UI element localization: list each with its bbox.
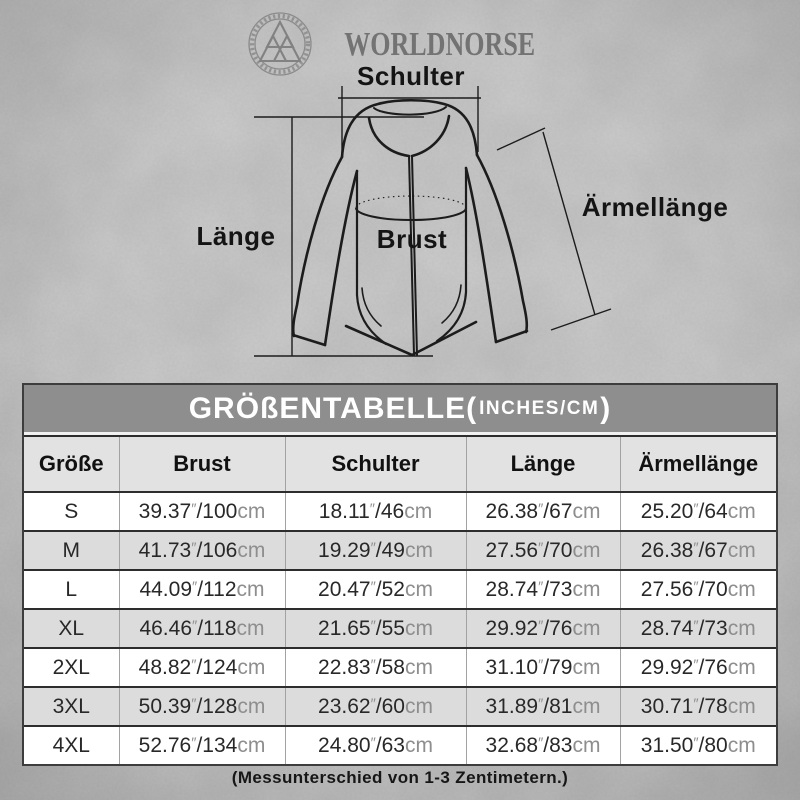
table-row: XL 46.46″/118cm 21.65″/55cm 29.92″/76cm … <box>24 609 776 648</box>
shoulder-label: Schulter <box>356 61 466 91</box>
hoodie-outline <box>291 98 529 357</box>
measure-cell: 29.92″/76cm <box>465 609 620 648</box>
title-units: INCHES/CM <box>479 397 600 419</box>
size-chart-title: GRÖßENTABELLE(INCHES/CM) <box>24 385 776 435</box>
column-header-chest: Brust <box>118 436 285 492</box>
measure-cell: 31.89″/81cm <box>465 687 620 726</box>
tolerance-note: (Messunterschied von 1-3 Zentimetern.) <box>231 768 569 787</box>
size-cell: M <box>62 538 81 562</box>
measure-cell: 32.68″/83cm <box>465 726 620 764</box>
measure-cell: 24.80″/63cm <box>284 726 466 764</box>
column-header-sleeve: Ärmellänge <box>619 436 776 492</box>
size-cell: 2XL <box>52 655 90 679</box>
table-row: 3XL 50.39″/128cm 23.62″/60cm 31.89″/81cm… <box>24 687 776 726</box>
measure-cell: 52.76″/134cm <box>118 726 285 764</box>
size-cell: L <box>65 577 78 601</box>
brand-name: WORLDNORSE <box>344 24 535 63</box>
measure-cell: 26.38″/67cm <box>465 492 620 531</box>
measure-cell: 41.73″/106cm <box>118 531 285 570</box>
measure-cell: 30.71″/78cm <box>619 687 776 726</box>
measure-cell: 29.92″/76cm <box>619 648 776 687</box>
header-row: Größe Brust Schulter Länge Ärmellänge <box>24 436 776 492</box>
measure-cell: 27.56″/70cm <box>465 531 620 570</box>
sleeve-length-label: Ärmellänge <box>581 192 729 222</box>
title-text: GRÖßENTABELLE <box>188 391 467 425</box>
chest-label: Brust <box>376 224 448 254</box>
jacket-measurement-diagram <box>254 86 612 357</box>
column-header-length: Länge <box>465 436 620 492</box>
measure-cell: 26.38″/67cm <box>619 531 776 570</box>
measure-cell: 39.37″/100cm <box>118 492 285 531</box>
column-header-size: Größe <box>24 436 119 492</box>
size-cell: 3XL <box>52 694 90 718</box>
measure-cell: 25.20″/64cm <box>619 492 776 531</box>
size-table: Größe Brust Schulter Länge Ärmellänge S … <box>24 435 776 764</box>
measure-cell: 19.29″/49cm <box>284 531 466 570</box>
measure-cell: 28.74″/73cm <box>465 570 620 609</box>
size-cell: S <box>64 499 79 523</box>
measure-cell: 23.62″/60cm <box>284 687 466 726</box>
measure-cell: 31.10″/79cm <box>465 648 620 687</box>
measure-cell: 18.11″/46cm <box>284 492 466 531</box>
measure-cell: 22.83″/58cm <box>284 648 466 687</box>
table-row: L 44.09″/112cm 20.47″/52cm 28.74″/73cm 2… <box>24 570 776 609</box>
size-cell: 4XL <box>52 733 90 757</box>
column-header-shoulder: Schulter <box>284 436 466 492</box>
measure-cell: 44.09″/112cm <box>118 570 285 609</box>
valknut-logo-icon <box>248 12 312 76</box>
size-cell: XL <box>58 616 85 640</box>
measure-cell: 21.65″/55cm <box>284 609 466 648</box>
measure-cell: 28.74″/73cm <box>619 609 776 648</box>
measure-cell: 31.50″/80cm <box>619 726 776 764</box>
brand-header: WORLDNORSE <box>0 8 800 80</box>
size-chart: GRÖßENTABELLE(INCHES/CM) Größe Brust Sch… <box>22 383 778 766</box>
measure-cell: 27.56″/70cm <box>619 570 776 609</box>
table-row: 2XL 48.82″/124cm 22.83″/58cm 31.10″/79cm… <box>24 648 776 687</box>
table-row: 4XL 52.76″/134cm 24.80″/63cm 32.68″/83cm… <box>24 726 776 764</box>
size-table-body: S 39.37″/100cm 18.11″/46cm 26.38″/67cm 2… <box>24 492 776 764</box>
measure-cell: 20.47″/52cm <box>284 570 466 609</box>
measure-cell: 46.46″/118cm <box>118 609 285 648</box>
measure-cell: 50.39″/128cm <box>118 687 285 726</box>
dimension-lines <box>254 86 612 357</box>
measure-cell: 48.82″/124cm <box>118 648 285 687</box>
table-row: S 39.37″/100cm 18.11″/46cm 26.38″/67cm 2… <box>24 492 776 531</box>
length-label: Länge <box>196 221 276 251</box>
chest-measure-ellipse <box>355 195 467 221</box>
table-row: M 41.73″/106cm 19.29″/49cm 27.56″/70cm 2… <box>24 531 776 570</box>
